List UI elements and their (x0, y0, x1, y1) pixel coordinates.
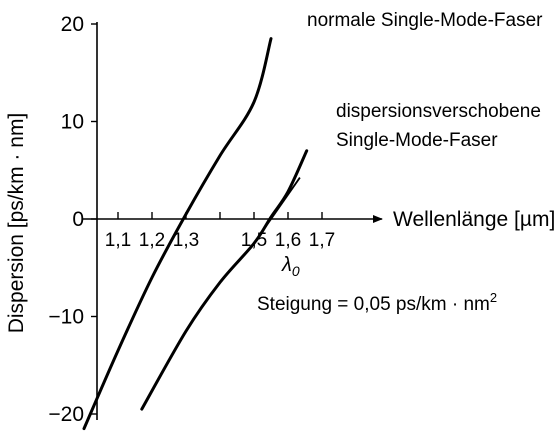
y-tick-label: −10 (48, 306, 84, 329)
x-tick-label: 1,5 (241, 230, 267, 251)
slope-superscript: 2 (490, 290, 497, 305)
x-tick-label: 1,6 (275, 230, 301, 251)
series-label-shifted-line1: dispersionsverschobene (336, 101, 541, 122)
y-tick-label: 10 (61, 111, 84, 134)
slope-tangent-line (249, 177, 301, 249)
x-ticks: 1,1 1,2 1,3 1,5 1,6 1,7 (105, 212, 335, 251)
y-tick-label: 20 (61, 13, 84, 36)
y-axis-label: Dispersion [ps/km · nm] (5, 113, 28, 334)
x-axis-label: Wellenlänge [µm] (393, 208, 555, 231)
series-label-shifted-line2: Single-Mode-Faser (336, 130, 498, 151)
series-line-shifted (140, 149, 309, 411)
x-tick-label: 1,2 (139, 230, 165, 251)
x-tick-label: 1,1 (105, 230, 131, 251)
lambda-subscript: 0 (292, 263, 300, 279)
lambda-zero-label: λ0 (281, 254, 300, 279)
series-line-normal (82, 37, 273, 431)
slope-annotation: Steigung = 0,05 ps/km · nm2 (257, 290, 497, 315)
lambda-symbol: λ (281, 254, 292, 276)
x-tick-label: 1,7 (309, 230, 335, 251)
series-label-normal: normale Single-Mode-Faser (307, 10, 543, 31)
tangent-group (249, 177, 301, 249)
x-tick-label: 1,3 (173, 230, 199, 251)
series-label-shifted: dispersionsverschobene Single-Mode-Faser (336, 101, 541, 151)
slope-text: Steigung = 0,05 ps/km · nm (257, 294, 490, 315)
y-tick-label: 0 (72, 208, 84, 231)
y-tick-label: −20 (48, 403, 84, 426)
y-ticks: 20 10 0 −10 −20 (48, 13, 97, 426)
